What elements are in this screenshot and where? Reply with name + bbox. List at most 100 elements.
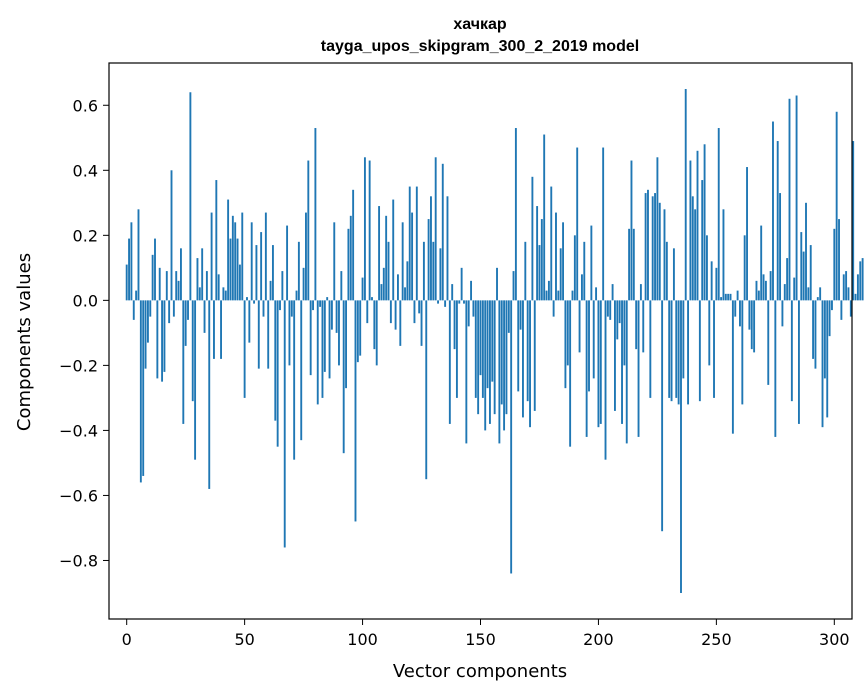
bar — [762, 274, 765, 301]
bar — [774, 300, 777, 437]
bar — [460, 267, 463, 301]
bar — [260, 232, 263, 301]
bar — [378, 206, 381, 301]
bar — [727, 293, 730, 301]
bar — [154, 238, 156, 301]
bar — [710, 261, 713, 301]
bar — [345, 300, 347, 389]
bar — [764, 280, 767, 301]
x-axis-label: Vector components — [393, 661, 567, 682]
bar — [406, 261, 409, 301]
bar — [484, 300, 487, 431]
bar — [776, 141, 779, 301]
bar — [352, 189, 355, 301]
bar — [538, 245, 541, 301]
bar — [375, 300, 378, 366]
bar — [139, 300, 142, 483]
bar — [816, 297, 819, 301]
bar — [295, 290, 298, 301]
bar — [305, 212, 307, 301]
bar — [333, 222, 336, 301]
bar — [248, 300, 251, 343]
bar — [330, 300, 333, 330]
bar — [545, 290, 548, 301]
bar — [479, 300, 482, 376]
bar — [302, 267, 305, 301]
bar — [203, 300, 206, 333]
bar — [253, 300, 256, 304]
bar — [373, 300, 376, 350]
bar — [562, 222, 564, 301]
bar — [531, 176, 534, 301]
bar — [135, 290, 138, 301]
bar — [307, 160, 310, 301]
bar — [512, 271, 515, 301]
bar — [602, 147, 605, 301]
y-tick-label: 0.0 — [73, 291, 98, 310]
x-tick-label: 100 — [347, 630, 378, 649]
y-axis-label: Components values — [14, 253, 35, 431]
bar — [519, 300, 522, 330]
bar — [382, 267, 385, 301]
bar — [540, 219, 543, 301]
bar — [446, 196, 449, 301]
bar — [498, 300, 501, 444]
bar — [748, 300, 751, 330]
bar — [746, 167, 748, 301]
bar — [503, 300, 506, 431]
bar — [564, 300, 567, 389]
bar — [128, 238, 130, 301]
bar — [425, 300, 428, 480]
bar — [772, 121, 774, 301]
bar — [628, 228, 631, 301]
bar — [290, 300, 293, 317]
bar — [701, 180, 704, 301]
bar — [510, 300, 513, 574]
bar — [335, 300, 338, 333]
bar — [397, 274, 399, 301]
bar — [182, 300, 185, 424]
bar — [713, 300, 715, 398]
bar — [823, 300, 826, 379]
bar — [588, 300, 590, 392]
bar — [231, 215, 234, 301]
bar — [724, 293, 727, 301]
bar — [387, 241, 390, 301]
bar — [137, 209, 140, 301]
x-tick-label: 300 — [819, 630, 850, 649]
bar — [455, 300, 458, 398]
bar — [172, 300, 175, 317]
bar — [840, 300, 843, 320]
bar — [739, 300, 741, 327]
bar — [694, 209, 697, 301]
bar — [213, 300, 215, 359]
bar — [788, 98, 791, 301]
chart-title: хачкар — [453, 16, 507, 33]
bar — [175, 271, 178, 301]
bar — [349, 215, 352, 301]
bar — [309, 300, 312, 376]
bar — [522, 300, 524, 418]
bars-group — [125, 89, 864, 593]
bar — [359, 300, 362, 356]
bar — [297, 241, 300, 301]
bar — [566, 300, 569, 366]
bar — [592, 300, 595, 379]
bar — [196, 258, 199, 301]
bar — [279, 300, 281, 311]
bar — [647, 189, 649, 301]
bar — [368, 160, 371, 301]
bar — [163, 300, 166, 372]
bar — [238, 264, 241, 301]
bar — [623, 300, 626, 366]
bar — [250, 222, 253, 301]
bar — [444, 300, 447, 307]
bar — [130, 222, 133, 301]
bar — [854, 293, 857, 301]
bar — [399, 300, 402, 346]
bar — [665, 241, 668, 301]
bar — [757, 290, 760, 301]
bar — [408, 186, 411, 301]
bar — [831, 300, 833, 311]
bar — [847, 287, 850, 301]
